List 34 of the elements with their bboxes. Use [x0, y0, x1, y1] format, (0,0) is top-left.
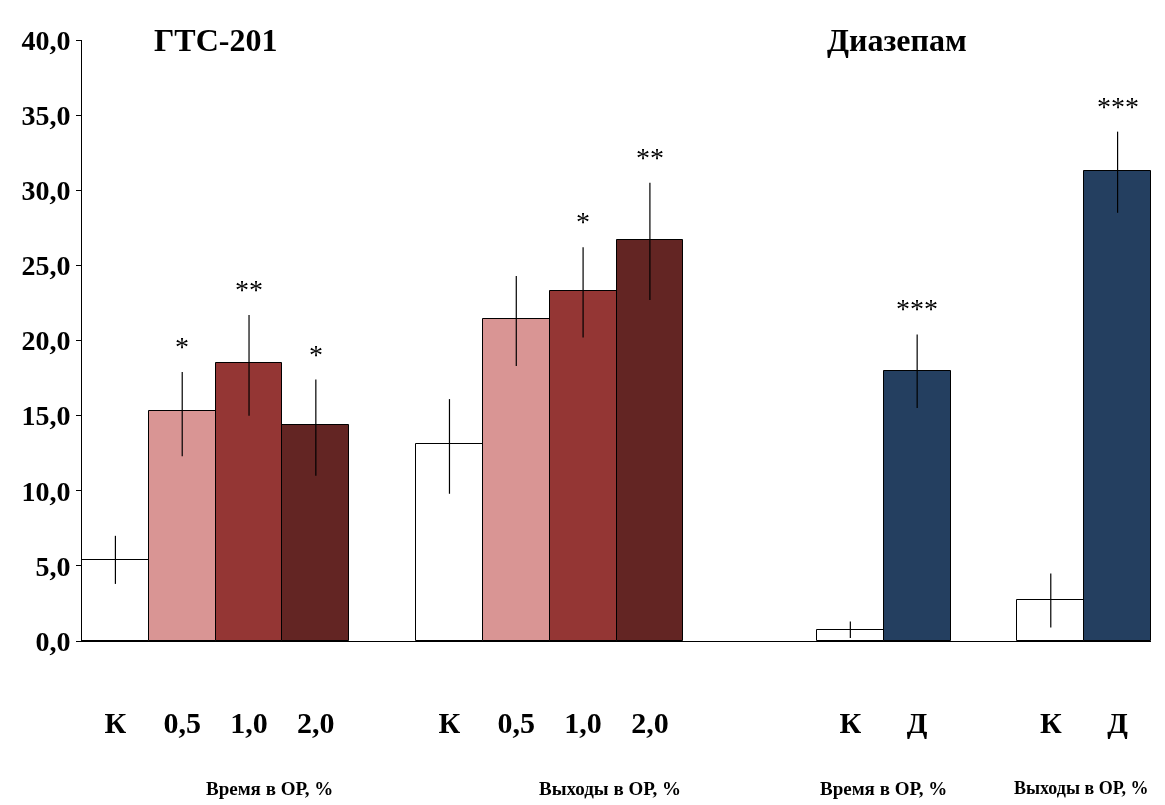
x-tick-label: К	[1039, 706, 1062, 739]
y-tick-label: 40,0	[21, 24, 71, 56]
y-tick-label: 0,0	[35, 625, 71, 657]
data-label: ***	[1097, 91, 1139, 122]
x-tick-label: К	[839, 706, 862, 739]
x-tick-label: 0,5	[497, 706, 536, 739]
y-tick-label: 10,0	[21, 475, 71, 507]
data-label: *	[309, 339, 323, 370]
x-tick-label: Д	[1107, 706, 1129, 739]
x-tick-label: 2,0	[631, 706, 669, 739]
text: Время в ОР, %	[206, 778, 334, 799]
data-label: **	[235, 274, 263, 305]
y-tick-label: 25,0	[21, 250, 71, 282]
y-tick-label: 15,0	[21, 400, 71, 432]
y-tick-label: 35,0	[21, 99, 71, 131]
annotation: ГТС-201	[154, 22, 278, 58]
text: Выходы в ОР, %	[1014, 778, 1149, 798]
x-tick-label: К	[438, 706, 461, 739]
x-tick-label: К	[104, 706, 127, 739]
data-label: *	[576, 206, 590, 237]
y-tick-label: 5,0	[35, 550, 71, 582]
x-tick-label: 2,0	[297, 706, 335, 739]
y-tick-label: 20,0	[21, 325, 71, 357]
data-label: *	[175, 331, 189, 362]
annotation: Диазепам	[827, 22, 967, 58]
data-label: **	[636, 142, 664, 173]
data-label: ***	[896, 293, 938, 324]
x-tick-label: 1,0	[230, 706, 268, 739]
y-tick-label: 30,0	[21, 175, 71, 207]
x-tick-label: Д	[906, 706, 928, 739]
x-tick-label: 0,5	[163, 706, 201, 739]
text: Выходы в ОР, %	[539, 778, 681, 799]
text: Время в ОР, %	[820, 778, 948, 799]
x-tick-label: 1,0	[564, 706, 602, 739]
